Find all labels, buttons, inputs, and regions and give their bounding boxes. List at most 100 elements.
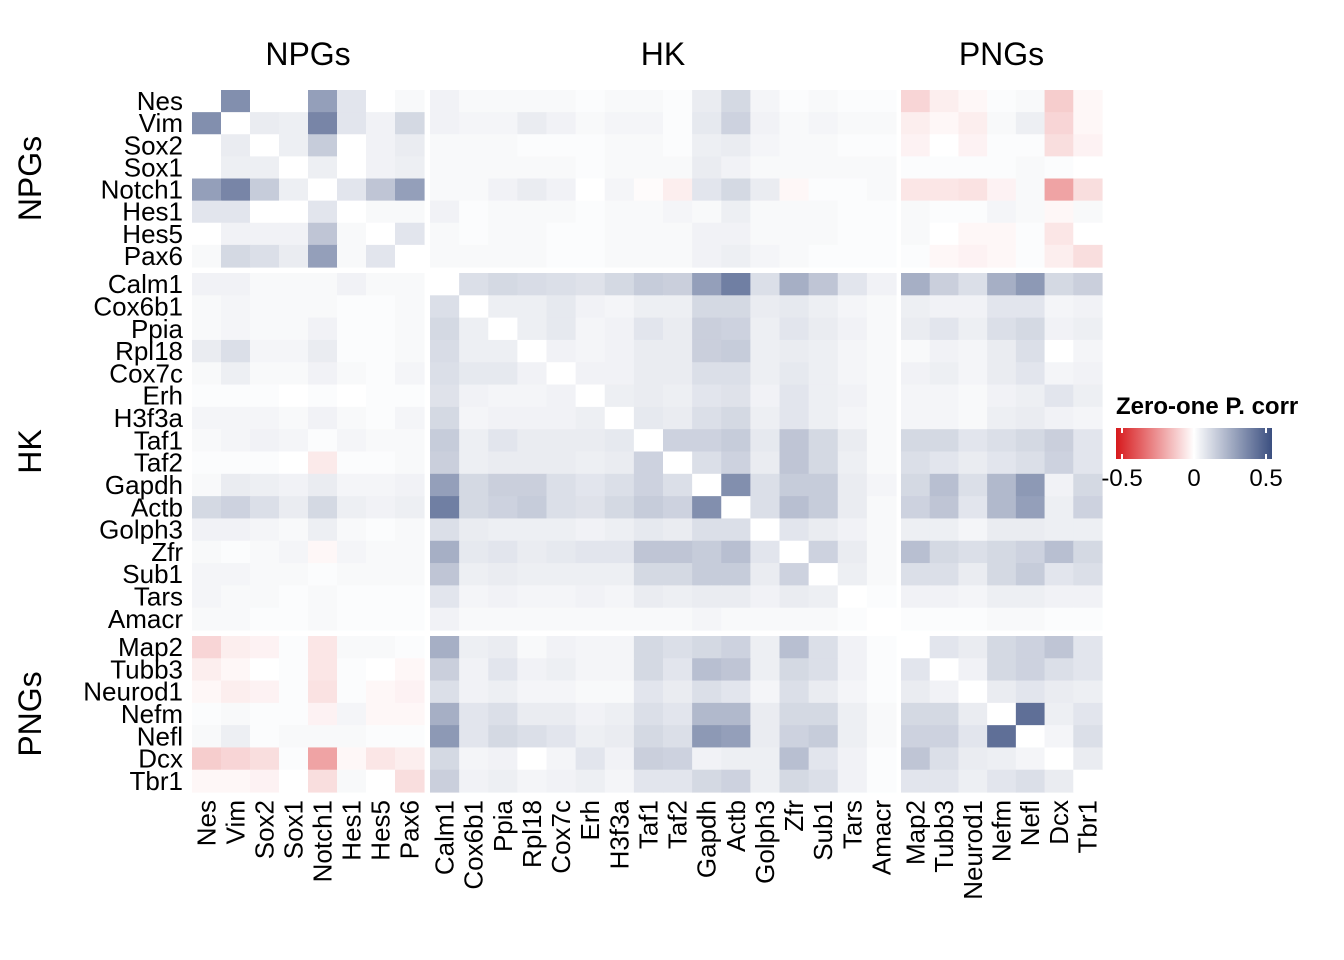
- heatmap-cell: [517, 362, 548, 386]
- heatmap-cell: [221, 725, 251, 749]
- heatmap-cell: [1044, 769, 1074, 793]
- heatmap-cell: [721, 473, 751, 497]
- heatmap-cell: [250, 636, 280, 659]
- heatmap-cell: [721, 702, 751, 726]
- heatmap-cell: [604, 680, 635, 704]
- heatmap-cell: [279, 222, 309, 246]
- heatmap-cell: [575, 112, 606, 135]
- heatmap-cell: [546, 134, 577, 157]
- heatmap-cell: [987, 725, 1017, 749]
- heatmap-cell: [901, 680, 931, 704]
- heatmap-cell: [633, 769, 664, 793]
- heatmap-cell: [901, 406, 931, 430]
- heatmap-cell: [250, 362, 280, 386]
- heatmap-cell: [779, 607, 810, 631]
- heatmap-cell: [430, 725, 460, 749]
- column-label: Gapdh: [692, 800, 722, 878]
- heatmap-cell: [663, 178, 693, 202]
- heatmap-cell: [663, 473, 693, 497]
- heatmap-cell: [866, 90, 897, 113]
- heatmap-cell: [633, 134, 664, 157]
- heatmap-cell: [308, 725, 338, 749]
- heatmap-cell: [779, 658, 810, 682]
- heatmap-cell: [546, 518, 577, 542]
- heatmap-cell: [221, 658, 251, 682]
- heatmap-cell: [663, 134, 693, 157]
- heatmap-cell: [1015, 607, 1046, 631]
- heatmap-cell: [901, 658, 931, 682]
- heatmap-cell: [1073, 540, 1103, 564]
- heatmap-cell: [192, 156, 222, 180]
- heatmap-cell: [958, 473, 988, 497]
- heatmap-cell: [430, 585, 460, 609]
- heatmap-cell: [192, 362, 222, 386]
- heatmap-cell: [279, 658, 309, 682]
- heatmap-cell: [488, 563, 518, 586]
- heatmap-cell: [488, 295, 518, 319]
- heatmap-cell: [721, 222, 751, 246]
- heatmap-cell: [517, 496, 548, 520]
- heatmap-cell: [901, 178, 931, 202]
- heatmap-cell: [750, 273, 781, 296]
- column-label: Notch1: [308, 800, 338, 882]
- heatmap-cell: [1073, 295, 1103, 319]
- heatmap-cell: [929, 295, 960, 319]
- column-label: Taf1: [633, 800, 663, 849]
- heatmap-cell: [663, 244, 693, 268]
- column-label: Neurod1: [958, 800, 988, 900]
- heatmap-cell: [430, 680, 460, 704]
- column-group-title: NPGs: [265, 36, 350, 72]
- heatmap-cell: [901, 295, 931, 319]
- heatmap-cell: [663, 200, 693, 224]
- heatmap-cell: [808, 384, 839, 408]
- heatmap-cell: [488, 496, 518, 520]
- heatmap-cell: [633, 156, 664, 180]
- heatmap-cell: [633, 178, 664, 202]
- heatmap-cell: [279, 540, 309, 564]
- heatmap-cell: [633, 200, 664, 224]
- heatmap-cell: [779, 339, 810, 363]
- heatmap-cell: [604, 496, 635, 520]
- heatmap-cell: [987, 295, 1017, 319]
- heatmap-cell: [1073, 339, 1103, 363]
- heatmap-cell: [250, 244, 280, 268]
- heatmap-cell: [692, 384, 722, 408]
- heatmap-cell: [337, 747, 367, 771]
- heatmap-cell: [901, 747, 931, 771]
- heatmap-cell: [958, 244, 988, 268]
- heatmap-cell: [430, 384, 460, 408]
- heatmap-cell: [750, 540, 781, 564]
- heatmap-cell: [221, 178, 251, 202]
- heatmap-cell: [604, 540, 635, 564]
- heatmap-cell: [1044, 295, 1074, 319]
- heatmap-cell: [517, 222, 548, 246]
- heatmap-cell: [604, 134, 635, 157]
- heatmap-cell: [958, 725, 988, 749]
- heatmap-cell: [1015, 473, 1046, 497]
- row-label: Vim: [139, 108, 183, 138]
- heatmap-cell: [395, 563, 425, 586]
- heatmap-cell: [633, 406, 664, 430]
- heatmap-cell: [1015, 178, 1046, 202]
- heatmap-cell: [308, 200, 338, 224]
- heatmap-cell: [517, 112, 548, 135]
- row-label: Calm1: [108, 269, 183, 299]
- heatmap-cell: [395, 178, 425, 202]
- heatmap-cell: [663, 362, 693, 386]
- heatmap-cell: [430, 273, 460, 296]
- heatmap-cell: [575, 725, 606, 749]
- heatmap-cell: [604, 585, 635, 609]
- heatmap-cell: [192, 429, 222, 453]
- heatmap-cell: [750, 585, 781, 609]
- heatmap-cell: [866, 156, 897, 180]
- heatmap-cell: [633, 90, 664, 113]
- column-label: Nes: [192, 800, 222, 846]
- heatmap-cell: [308, 540, 338, 564]
- heatmap-cell: [250, 769, 280, 793]
- heatmap-cell: [1073, 636, 1103, 659]
- heatmap-cell: [279, 384, 309, 408]
- heatmap-cell: [459, 156, 489, 180]
- row-label: Tars: [134, 582, 183, 612]
- heatmap-cell: [366, 658, 396, 682]
- row-label: Hes1: [122, 197, 183, 227]
